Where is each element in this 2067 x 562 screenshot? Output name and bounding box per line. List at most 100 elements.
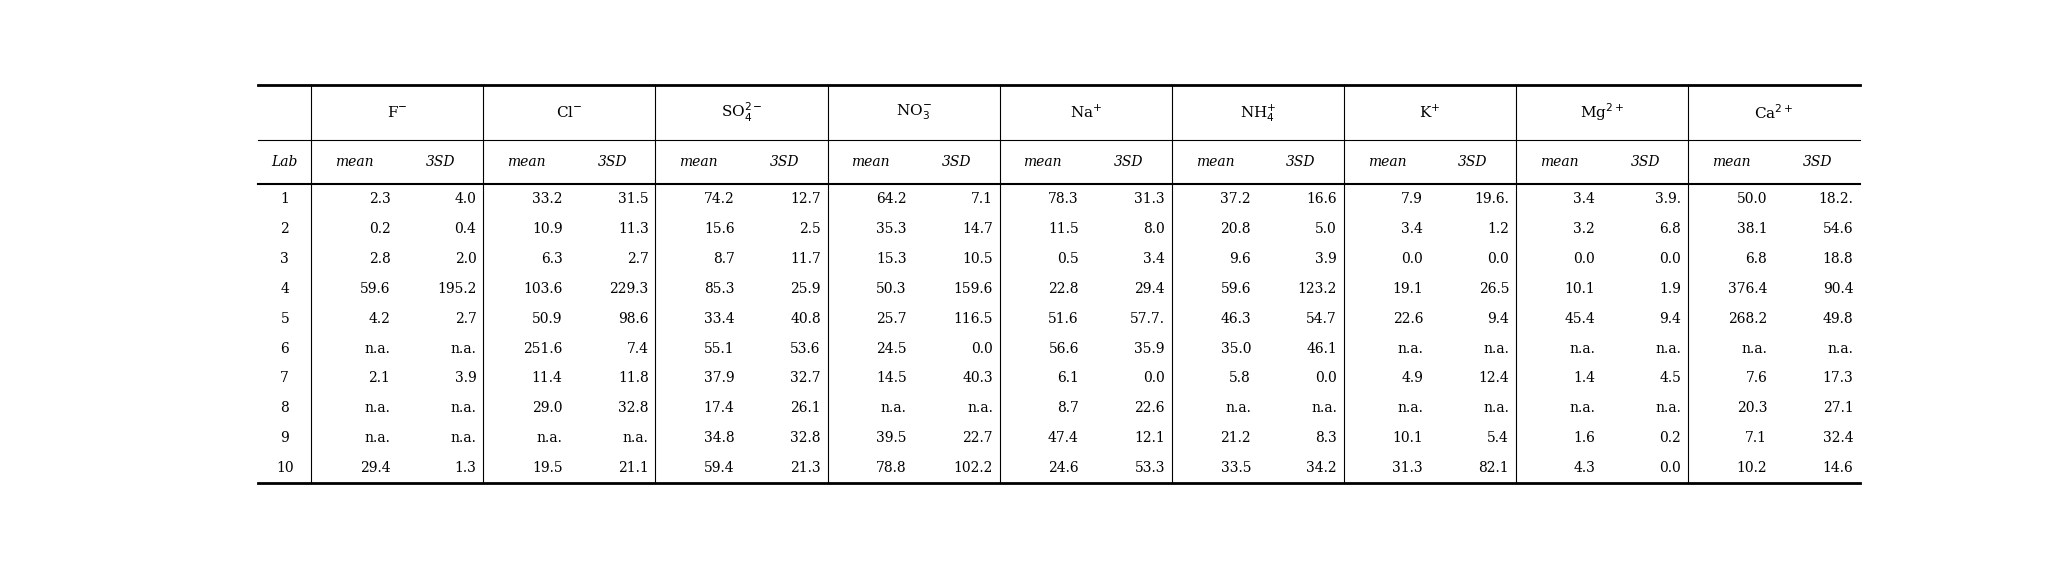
Text: 17.3: 17.3 (1823, 371, 1854, 386)
Text: 2.7: 2.7 (626, 252, 649, 266)
Text: 0.2: 0.2 (1660, 431, 1680, 445)
Text: 7.1: 7.1 (1745, 431, 1767, 445)
Text: 7.4: 7.4 (626, 342, 649, 356)
Text: NH$_4^{+}$: NH$_4^{+}$ (1240, 102, 1275, 124)
Text: K$^{+}$: K$^{+}$ (1420, 104, 1441, 121)
Text: 3.2: 3.2 (1573, 222, 1596, 236)
Text: n.a.: n.a. (967, 401, 992, 415)
Text: 7.9: 7.9 (1401, 192, 1422, 206)
Text: n.a.: n.a. (364, 401, 391, 415)
Text: 33.2: 33.2 (531, 192, 562, 206)
Text: 268.2: 268.2 (1728, 312, 1767, 325)
Text: n.a.: n.a. (451, 342, 477, 356)
Text: 2.1: 2.1 (368, 371, 391, 386)
Text: n.a.: n.a. (1226, 401, 1251, 415)
Text: 5.8: 5.8 (1230, 371, 1251, 386)
Text: n.a.: n.a. (1569, 401, 1596, 415)
Text: 50.0: 50.0 (1736, 192, 1767, 206)
Text: 25.9: 25.9 (790, 282, 821, 296)
Text: 20.3: 20.3 (1736, 401, 1767, 415)
Text: n.a.: n.a. (1484, 342, 1509, 356)
Text: 98.6: 98.6 (618, 312, 649, 325)
Text: 2.3: 2.3 (368, 192, 391, 206)
Text: 18.2.: 18.2. (1819, 192, 1854, 206)
Text: 16.6: 16.6 (1306, 192, 1337, 206)
Text: 1: 1 (281, 192, 289, 206)
Text: 29.0: 29.0 (531, 401, 562, 415)
Text: 24.6: 24.6 (1048, 461, 1079, 475)
Text: 54.7: 54.7 (1306, 312, 1337, 325)
Text: 55.1: 55.1 (705, 342, 734, 356)
Text: 251.6: 251.6 (523, 342, 562, 356)
Text: n.a.: n.a. (537, 431, 562, 445)
Text: n.a.: n.a. (1742, 342, 1767, 356)
Text: 159.6: 159.6 (953, 282, 992, 296)
Text: 3SD: 3SD (1114, 155, 1143, 169)
Text: 2.8: 2.8 (368, 252, 391, 266)
Text: n.a.: n.a. (1397, 342, 1422, 356)
Text: 6.8: 6.8 (1660, 222, 1680, 236)
Text: 0.2: 0.2 (368, 222, 391, 236)
Text: 49.8: 49.8 (1823, 312, 1854, 325)
Text: 45.4: 45.4 (1565, 312, 1596, 325)
Text: 3.9: 3.9 (1315, 252, 1337, 266)
Text: n.a.: n.a. (364, 342, 391, 356)
Text: 64.2: 64.2 (876, 192, 907, 206)
Text: 3SD: 3SD (426, 155, 455, 169)
Text: 10.2: 10.2 (1736, 461, 1767, 475)
Text: 59.4: 59.4 (705, 461, 734, 475)
Text: 24.5: 24.5 (876, 342, 907, 356)
Text: 0.0: 0.0 (1143, 371, 1166, 386)
Text: NO$_3^{-}$: NO$_3^{-}$ (895, 103, 932, 123)
Text: 32.4: 32.4 (1823, 431, 1854, 445)
Text: mean: mean (506, 155, 546, 169)
Text: 40.3: 40.3 (963, 371, 992, 386)
Text: 3SD: 3SD (1802, 155, 1831, 169)
Text: 0.0: 0.0 (1573, 252, 1596, 266)
Text: 31.3: 31.3 (1393, 461, 1422, 475)
Text: 3SD: 3SD (597, 155, 626, 169)
Text: Lab: Lab (271, 155, 298, 169)
Text: 46.3: 46.3 (1220, 312, 1251, 325)
Text: 78.8: 78.8 (876, 461, 907, 475)
Text: mean: mean (1368, 155, 1406, 169)
Text: n.a.: n.a. (451, 431, 477, 445)
Text: 15.3: 15.3 (876, 252, 907, 266)
Text: 4.0: 4.0 (455, 192, 477, 206)
Text: 2.0: 2.0 (455, 252, 477, 266)
Text: n.a.: n.a. (1569, 342, 1596, 356)
Text: 3SD: 3SD (1286, 155, 1317, 169)
Text: 59.6: 59.6 (1220, 282, 1251, 296)
Text: 15.6: 15.6 (705, 222, 734, 236)
Text: 229.3: 229.3 (610, 282, 649, 296)
Text: 50.3: 50.3 (876, 282, 907, 296)
Text: 10.9: 10.9 (531, 222, 562, 236)
Text: 74.2: 74.2 (705, 192, 734, 206)
Text: n.a.: n.a. (451, 401, 477, 415)
Text: 29.4: 29.4 (360, 461, 391, 475)
Text: 54.6: 54.6 (1823, 222, 1854, 236)
Text: 35.9: 35.9 (1135, 342, 1166, 356)
Text: 4.5: 4.5 (1660, 371, 1680, 386)
Text: mean: mean (335, 155, 374, 169)
Text: 19.5: 19.5 (531, 461, 562, 475)
Text: 5.0: 5.0 (1315, 222, 1337, 236)
Text: 3.4: 3.4 (1143, 252, 1166, 266)
Text: 9.4: 9.4 (1488, 312, 1509, 325)
Text: 1.4: 1.4 (1573, 371, 1596, 386)
Text: 1.2: 1.2 (1488, 222, 1509, 236)
Text: 2.7: 2.7 (455, 312, 477, 325)
Text: 19.6.: 19.6. (1474, 192, 1509, 206)
Text: 34.8: 34.8 (705, 431, 734, 445)
Text: n.a.: n.a. (364, 431, 391, 445)
Text: 56.6: 56.6 (1048, 342, 1079, 356)
Text: 22.8: 22.8 (1048, 282, 1079, 296)
Text: 0.0: 0.0 (1660, 252, 1680, 266)
Text: 7: 7 (281, 371, 289, 386)
Text: 51.6: 51.6 (1048, 312, 1079, 325)
Text: 4: 4 (281, 282, 289, 296)
Text: 116.5: 116.5 (953, 312, 992, 325)
Text: 9: 9 (281, 431, 289, 445)
Text: 32.8: 32.8 (790, 431, 821, 445)
Text: 12.1: 12.1 (1135, 431, 1166, 445)
